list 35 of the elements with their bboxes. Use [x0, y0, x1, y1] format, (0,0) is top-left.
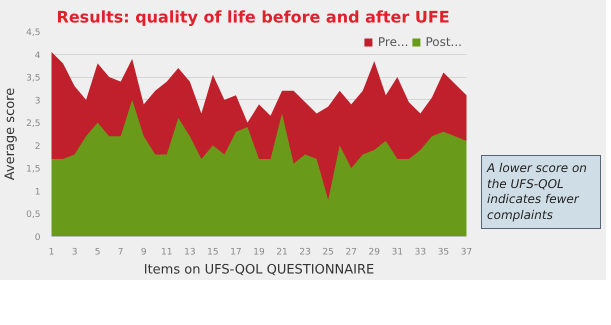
x-tick-label: 35 [438, 248, 450, 258]
y-tick-label: 0,5 [26, 210, 41, 220]
x-tick-label: 3 [72, 248, 78, 258]
x-tick-label: 27 [345, 248, 357, 258]
x-tick-label: 37 [460, 248, 472, 258]
x-tick-label: 21 [276, 248, 288, 258]
x-tick-label: 9 [140, 248, 147, 258]
y-tick-label: 4,5 [26, 28, 41, 38]
x-tick-label: 17 [230, 248, 242, 258]
x-axis-title: Items on UFS-QOL QUESTIONNAIRE [144, 262, 374, 278]
legend-label: Post... [425, 35, 462, 49]
y-tick-label: 2,5 [26, 119, 41, 130]
x-tick-label: 29 [368, 248, 380, 258]
x-tick-label: 13 [184, 248, 196, 258]
x-tick-label: 23 [299, 248, 311, 258]
y-tick-label: 1,5 [26, 164, 41, 175]
chart-title: Results: quality of life before and after UFE [56, 8, 450, 26]
x-tick-label: 5 [94, 248, 100, 258]
x-tick-label: 7 [118, 248, 124, 258]
y-tick-label: 2 [34, 142, 41, 152]
x-tick-label: 33 [414, 248, 426, 258]
x-tick-label: 31 [392, 248, 404, 258]
x-tick-label: 1 [48, 248, 54, 258]
y-tick-label: 1 [34, 187, 41, 198]
y-tick-label: 4 [34, 50, 41, 61]
y-tick-label: 3,5 [26, 74, 41, 84]
x-tick-label: 11 [161, 248, 173, 258]
x-tick-label: 15 [207, 248, 219, 258]
text: A lower score on the UFS-QOL indicates fewer complaints [487, 161, 588, 224]
y-tick-label: 0 [34, 233, 41, 243]
x-tick-label: 19 [253, 248, 265, 258]
y-axis-title: Average score [3, 88, 18, 180]
x-tick-label: 25 [322, 248, 334, 258]
legend-label: Pre... [378, 35, 408, 49]
y-tick-label: 3 [34, 96, 41, 106]
